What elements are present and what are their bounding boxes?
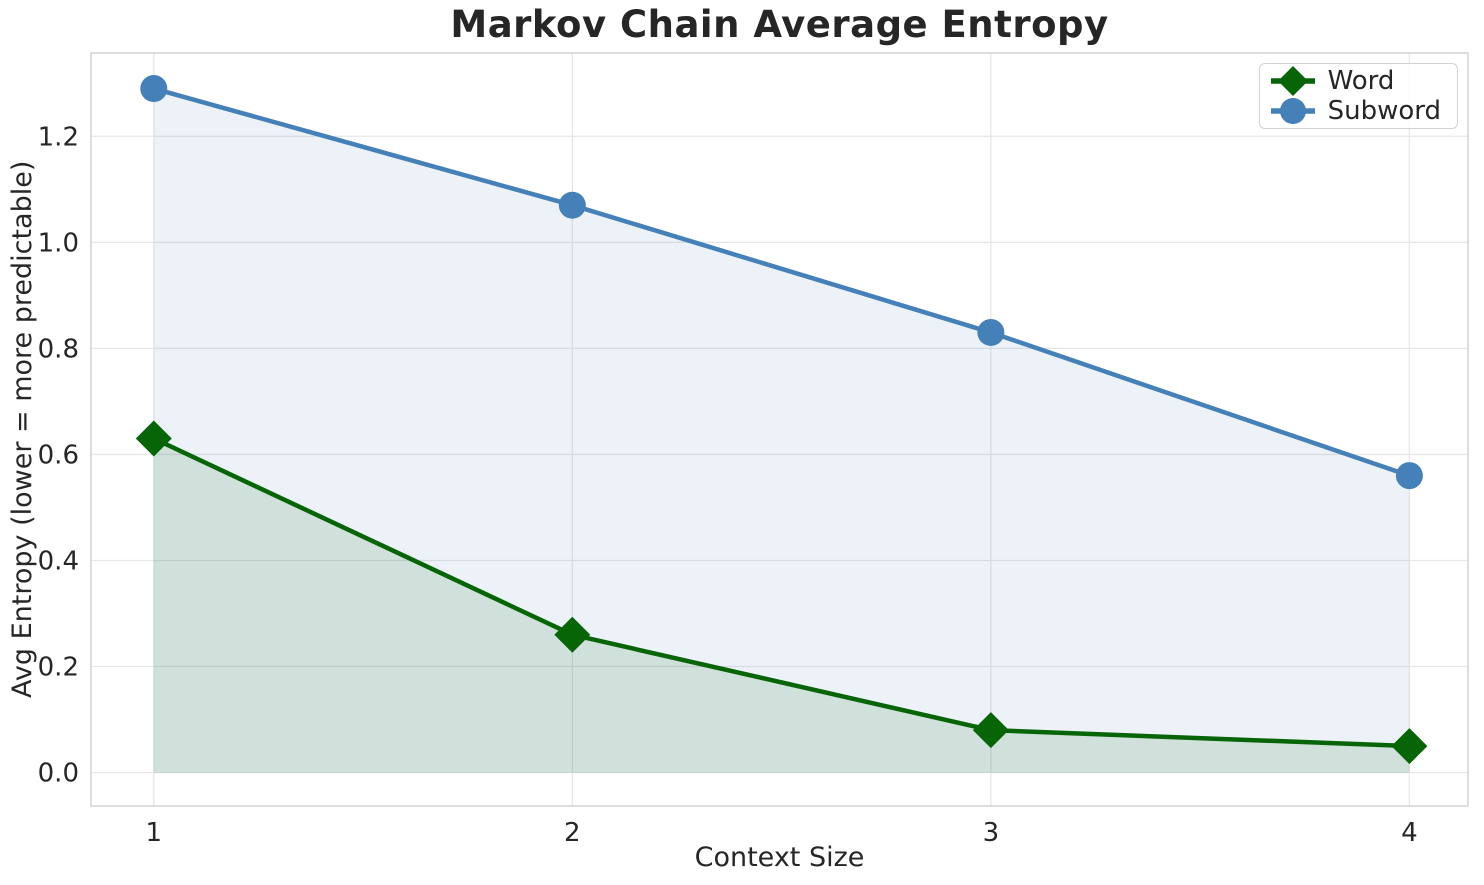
subword-marker [558, 191, 586, 219]
subword-line [151, 86, 1412, 478]
y-tick-label: 0.6 [38, 440, 79, 470]
y-tick-label: 0.8 [38, 334, 79, 364]
word-line [151, 436, 1412, 749]
legend: Word Subword [1258, 63, 1458, 129]
subword-marker [977, 318, 1005, 346]
subword-marker [1395, 462, 1423, 490]
x-tick-label: 2 [564, 818, 581, 848]
y-tick-label: 0.2 [38, 653, 79, 683]
word-marker [972, 712, 1009, 749]
y-tick-label: 1.2 [38, 122, 79, 152]
y-tick-label: 0.0 [38, 759, 79, 789]
subword-area [153, 88, 1410, 773]
x-tick-label: 1 [146, 818, 163, 848]
word-marker [1391, 728, 1428, 765]
plot-border [90, 52, 1469, 807]
legend-item-subword: Subword [1269, 96, 1441, 126]
legend-item-word: Word [1269, 66, 1441, 96]
legend-diamond-marker-icon [1270, 66, 1315, 96]
x-tick-label: 3 [983, 818, 1000, 848]
word-marker [554, 616, 591, 653]
y-axis-label: Avg Entropy (lower = more predictable) [7, 160, 38, 699]
x-axis-label: Context Size [694, 842, 865, 873]
word-area [153, 438, 1410, 773]
x-tick-label: 4 [1401, 818, 1418, 848]
y-tick-label: 1.0 [38, 228, 79, 258]
subword-marker [140, 75, 168, 103]
word-marker [135, 420, 172, 457]
chart-title: Markov Chain Average Entropy [450, 3, 1109, 46]
legend-label-subword: Subword [1327, 96, 1441, 126]
legend-circle-marker-icon [1270, 98, 1315, 124]
y-tick-label: 0.4 [38, 546, 79, 576]
legend-label-word: Word [1327, 66, 1395, 96]
